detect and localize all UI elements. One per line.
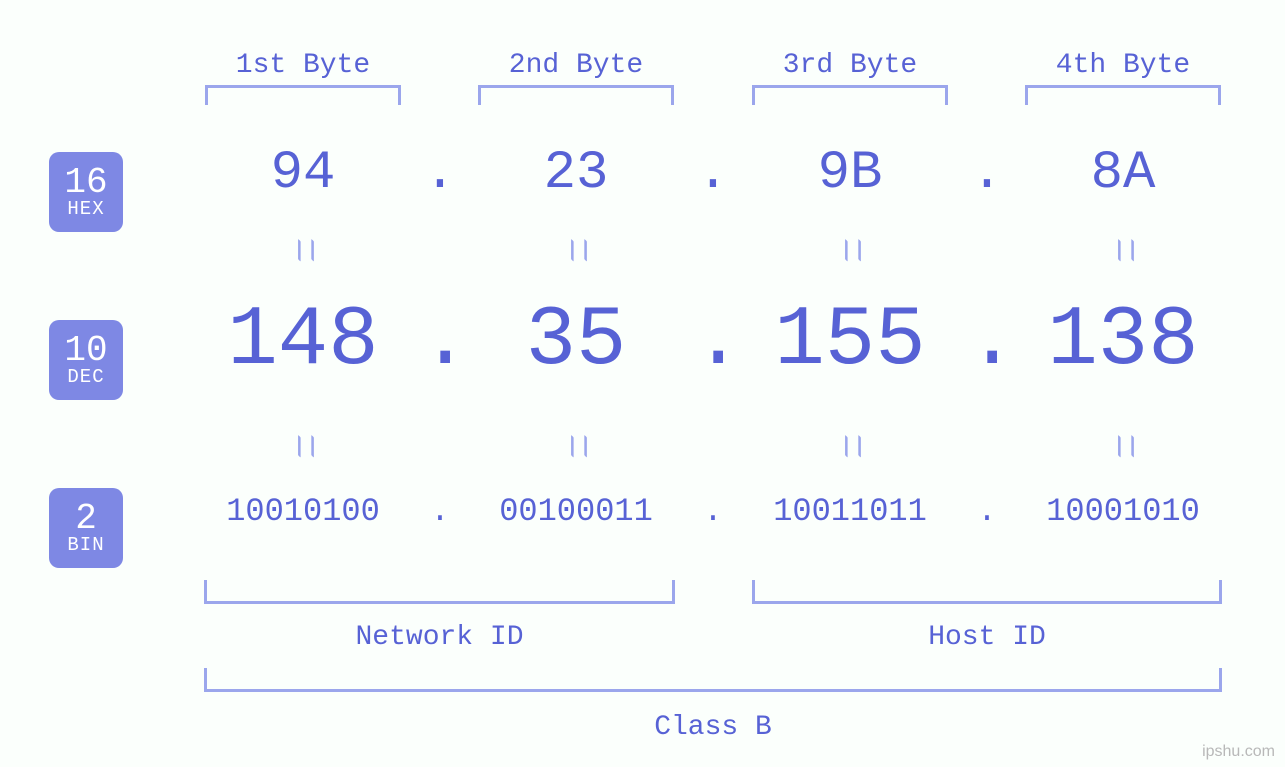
byte-header-bracket (1025, 85, 1221, 105)
host-id-bracket (752, 580, 1222, 604)
equals-icon: ꠰꠰ (820, 233, 880, 270)
byte-header-bracket (478, 85, 674, 105)
bin-value: 00100011 (436, 496, 716, 528)
base-badge-hex: 16HEX (49, 152, 123, 232)
hex-value: 9B (710, 147, 990, 201)
class-bracket (204, 668, 1222, 692)
equals-icon: ꠰꠰ (546, 233, 606, 270)
byte-header-label: 3rd Byte (760, 50, 940, 81)
badge-base-number: 10 (64, 332, 107, 370)
base-badge-bin: 2BIN (49, 488, 123, 568)
dec-value: 155 (710, 300, 990, 384)
host-id-label: Host ID (752, 622, 1222, 653)
dec-value: 148 (163, 300, 443, 384)
dec-dot: . (420, 300, 460, 384)
badge-base-number: 2 (75, 500, 97, 538)
byte-header-label: 2nd Byte (486, 50, 666, 81)
equals-icon: ꠰꠰ (273, 233, 333, 270)
byte-header-bracket (752, 85, 948, 105)
bin-dot: . (693, 496, 733, 528)
network-id-label: Network ID (204, 622, 675, 653)
class-label: Class B (204, 712, 1222, 743)
badge-base-label: HEX (67, 200, 104, 220)
equals-icon: ꠰꠰ (820, 429, 880, 466)
byte-header-label: 4th Byte (1033, 50, 1213, 81)
equals-icon: ꠰꠰ (1093, 233, 1153, 270)
byte-header-label: 1st Byte (213, 50, 393, 81)
dec-dot: . (967, 300, 1007, 384)
bin-dot: . (420, 496, 460, 528)
hex-dot: . (967, 147, 1007, 201)
equals-icon: ꠰꠰ (546, 429, 606, 466)
hex-value: 94 (163, 147, 443, 201)
dec-value: 138 (983, 300, 1263, 384)
equals-icon: ꠰꠰ (273, 429, 333, 466)
badge-base-label: DEC (67, 368, 104, 388)
dec-value: 35 (436, 300, 716, 384)
hex-dot: . (693, 147, 733, 201)
bin-value: 10010100 (163, 496, 443, 528)
dec-dot: . (693, 300, 733, 384)
network-id-bracket (204, 580, 675, 604)
badge-base-number: 16 (64, 164, 107, 202)
bin-value: 10011011 (710, 496, 990, 528)
byte-header-bracket (205, 85, 401, 105)
hex-value: 8A (983, 147, 1263, 201)
watermark: ipshu.com (1202, 743, 1275, 761)
hex-value: 23 (436, 147, 716, 201)
badge-base-label: BIN (67, 536, 104, 556)
base-badge-dec: 10DEC (49, 320, 123, 400)
bin-value: 10001010 (983, 496, 1263, 528)
bin-dot: . (967, 496, 1007, 528)
equals-icon: ꠰꠰ (1093, 429, 1153, 466)
hex-dot: . (420, 147, 460, 201)
